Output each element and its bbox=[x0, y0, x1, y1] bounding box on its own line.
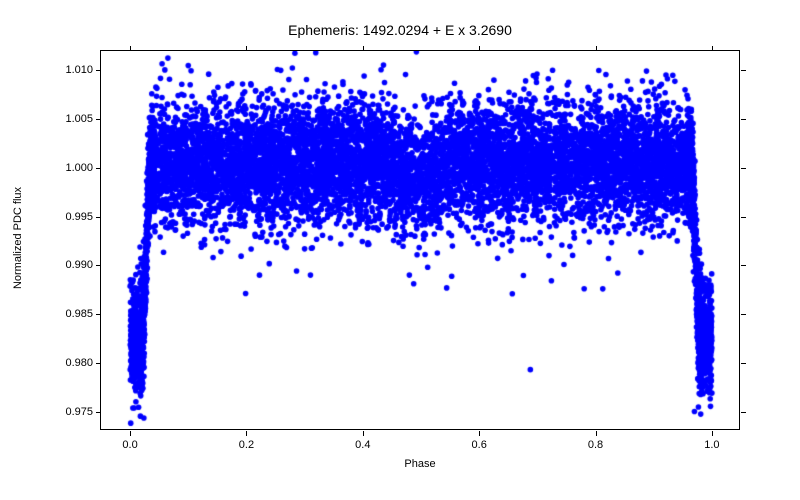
y-axis-label: Normalized PDC flux bbox=[12, 158, 24, 318]
x-tick-mark bbox=[130, 431, 131, 436]
figure: Ephemeris: 1492.0294 + E x 3.2690 Normal… bbox=[0, 0, 800, 500]
x-tick-mark bbox=[596, 431, 597, 436]
chart-title: Ephemeris: 1492.0294 + E x 3.2690 bbox=[0, 22, 800, 38]
x-tick-mark bbox=[479, 431, 480, 436]
x-tick-mark bbox=[246, 46, 247, 51]
x-tick-label: 0.0 bbox=[122, 439, 137, 451]
y-tick-label: 0.985 bbox=[51, 308, 93, 320]
x-tick-label: 1.0 bbox=[704, 439, 719, 451]
y-tick-mark bbox=[741, 217, 746, 218]
plot-axes: 0.9750.9800.9850.9900.9951.0001.0051.010… bbox=[100, 50, 740, 430]
x-tick-label: 0.2 bbox=[239, 439, 254, 451]
y-tick-mark bbox=[741, 168, 746, 169]
y-tick-mark bbox=[96, 265, 101, 266]
y-tick-mark bbox=[741, 119, 746, 120]
y-tick-mark bbox=[96, 363, 101, 364]
x-tick-mark bbox=[363, 431, 364, 436]
y-tick-mark bbox=[741, 363, 746, 364]
y-tick-mark bbox=[96, 70, 101, 71]
x-axis-label: Phase bbox=[380, 458, 460, 470]
y-tick-label: 0.995 bbox=[51, 211, 93, 223]
x-tick-mark bbox=[363, 46, 364, 51]
y-tick-mark bbox=[741, 314, 746, 315]
y-tick-label: 0.975 bbox=[51, 406, 93, 418]
scatter-canvas bbox=[101, 51, 741, 431]
y-tick-mark bbox=[96, 168, 101, 169]
y-tick-mark bbox=[741, 70, 746, 71]
x-tick-mark bbox=[479, 46, 480, 51]
y-tick-mark bbox=[96, 217, 101, 218]
x-tick-mark bbox=[712, 431, 713, 436]
y-tick-label: 0.980 bbox=[51, 357, 93, 369]
x-tick-mark bbox=[246, 431, 247, 436]
y-tick-label: 0.990 bbox=[51, 259, 93, 271]
x-tick-label: 0.6 bbox=[472, 439, 487, 451]
y-tick-mark bbox=[741, 412, 746, 413]
x-tick-mark bbox=[596, 46, 597, 51]
x-tick-mark bbox=[130, 46, 131, 51]
y-tick-mark bbox=[96, 412, 101, 413]
x-tick-label: 0.8 bbox=[588, 439, 603, 451]
x-tick-mark bbox=[712, 46, 713, 51]
x-tick-label: 0.4 bbox=[355, 439, 370, 451]
y-tick-mark bbox=[96, 119, 101, 120]
y-tick-label: 1.005 bbox=[51, 113, 93, 125]
y-tick-label: 1.010 bbox=[51, 64, 93, 76]
y-tick-label: 1.000 bbox=[51, 162, 93, 174]
y-tick-mark bbox=[741, 265, 746, 266]
y-tick-mark bbox=[96, 314, 101, 315]
